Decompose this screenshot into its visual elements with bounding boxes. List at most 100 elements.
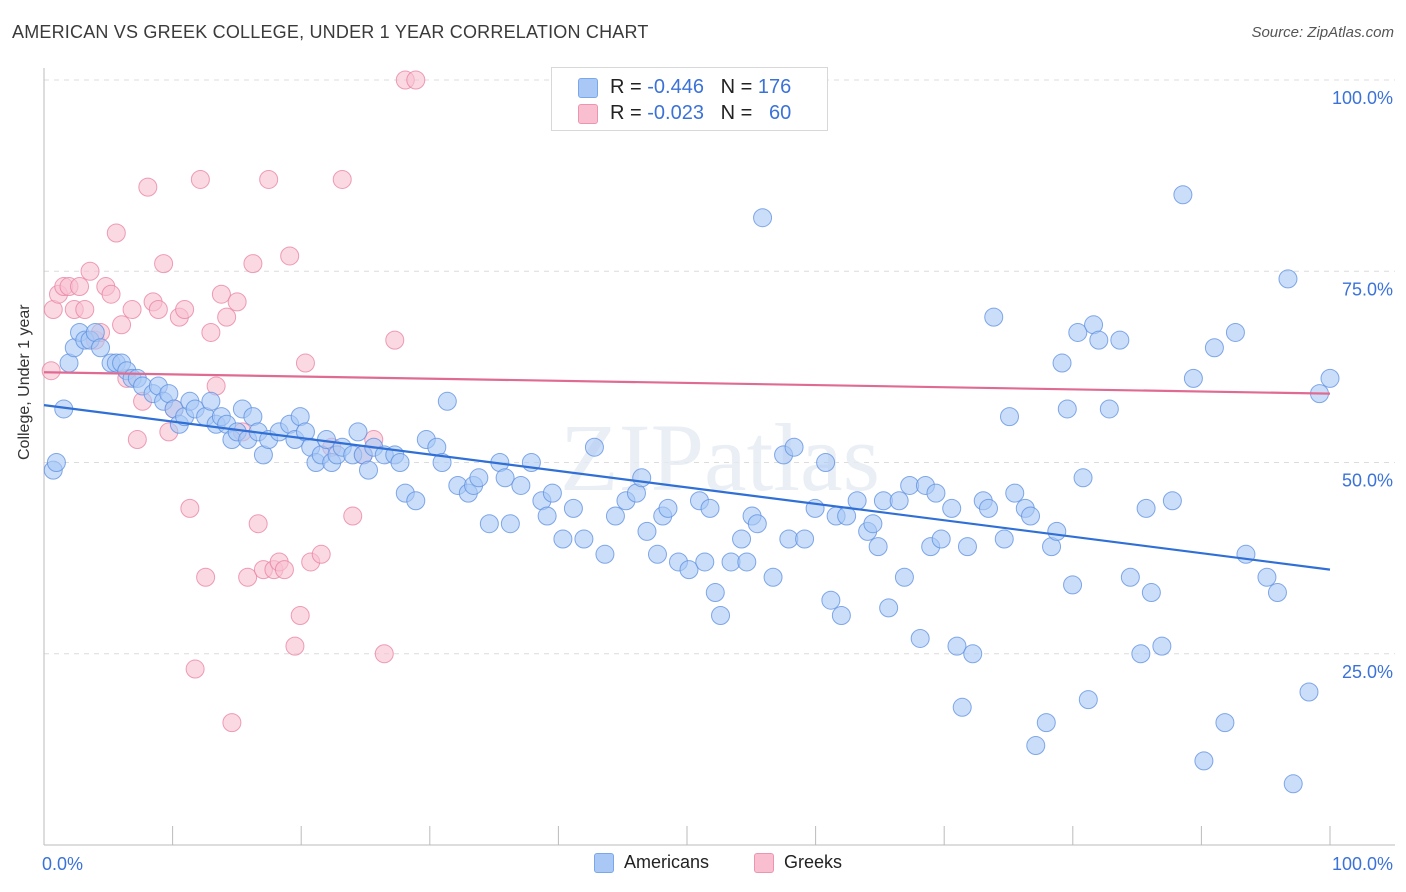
greeks-point [201,322,221,342]
americans-point [1036,713,1056,733]
greeks-point [106,223,126,243]
r-label: R = [610,102,642,124]
greeks-point [217,307,237,327]
axes [43,68,1395,846]
americans-point [637,521,657,541]
tick-labels: 25.0% 50.0% 75.0% 100.0% 0.0% 100.0% [42,88,1393,874]
americans-point [831,606,851,625]
americans-point [711,606,731,625]
americans-point [1068,322,1088,342]
greeks-point [311,544,331,564]
americans-point [889,491,909,511]
n-value-americans: 176 [757,76,792,98]
americans-point [537,506,557,526]
americans-point [947,636,967,656]
source-label: Source: ZipAtlas.com [1251,24,1394,41]
greeks-point [343,506,363,526]
americans-point [1204,338,1224,358]
americans-point [963,644,983,664]
americans-point [91,338,111,358]
americans-point [695,552,715,572]
americans-point [1052,353,1072,373]
greeks-point [285,636,305,656]
americans-point [46,453,66,472]
americans-legend-swatch [594,853,614,873]
r-value-americans: -0.446 [647,76,704,98]
greeks-trend-line [43,371,1331,395]
americans-point [553,529,573,549]
americans-point [1000,407,1019,427]
americans-point [679,560,699,580]
americans-point [1073,468,1093,488]
americans-point [1194,751,1214,771]
greeks-point [259,169,279,189]
americans-points [43,185,1340,794]
y-tick-label: 100.0% [1332,88,1393,108]
americans-point [847,491,867,511]
americans-point [1057,399,1077,419]
americans-point [837,506,857,526]
legend-text-americans: R = -0.446 N = 176 [610,76,791,99]
americans-point [942,498,962,518]
greeks-point [295,353,315,373]
greeks-point [385,330,405,350]
r-label: R = [610,76,642,98]
greeks-point [280,246,300,266]
americans-point [957,537,977,557]
r-value-greeks: -0.023 [647,102,704,124]
trend-lines [43,371,1331,571]
americans-point [1257,567,1277,587]
americans-point [795,529,815,549]
americans-point [1136,498,1156,518]
americans-point [994,529,1014,549]
americans-point [821,590,841,610]
americans-point [1021,506,1041,526]
americans-point [1047,521,1067,541]
americans-point [632,468,652,488]
y-tick-label: 25.0% [1342,662,1393,682]
greeks-point [196,567,216,587]
n-label: N = [720,76,753,98]
americans-point [432,453,452,472]
americans-point [1141,583,1161,603]
americans-point [500,514,520,534]
greeks-point [75,300,95,319]
americans-point [732,529,752,549]
greeks-point [406,70,426,90]
y-tick-label: 50.0% [1342,471,1393,491]
greeks-point [211,284,231,304]
americans-point [495,468,515,488]
greeks-legend-swatch [754,853,774,873]
americans-point [952,697,972,717]
greeks-points [41,70,426,733]
americans-point [1063,575,1083,595]
americans-point [647,544,667,564]
americans-point [763,567,783,587]
greeks-point [154,254,174,274]
americans-point [406,491,426,511]
n-label: N = [720,102,753,124]
greeks-point [222,713,242,733]
americans-point [563,498,583,518]
americans-point [1283,774,1303,794]
greeks-point [227,292,247,312]
americans-point [1173,185,1193,205]
americans-point [868,537,888,557]
greeks-point [80,261,100,281]
greeks-point [138,177,158,197]
americans-point [595,544,615,564]
americans-point [1131,644,1151,664]
americans-point [978,498,998,518]
americans-point [1320,368,1340,388]
americans-point [1152,636,1172,656]
americans-point [747,514,767,534]
americans-point [894,567,914,587]
americans-point [700,498,720,518]
greeks-point [248,514,268,534]
greeks-swatch [578,104,598,124]
americans-point [753,208,773,228]
greeks-point [175,300,195,319]
americans-point [1299,682,1319,702]
americans-point [1278,269,1298,289]
